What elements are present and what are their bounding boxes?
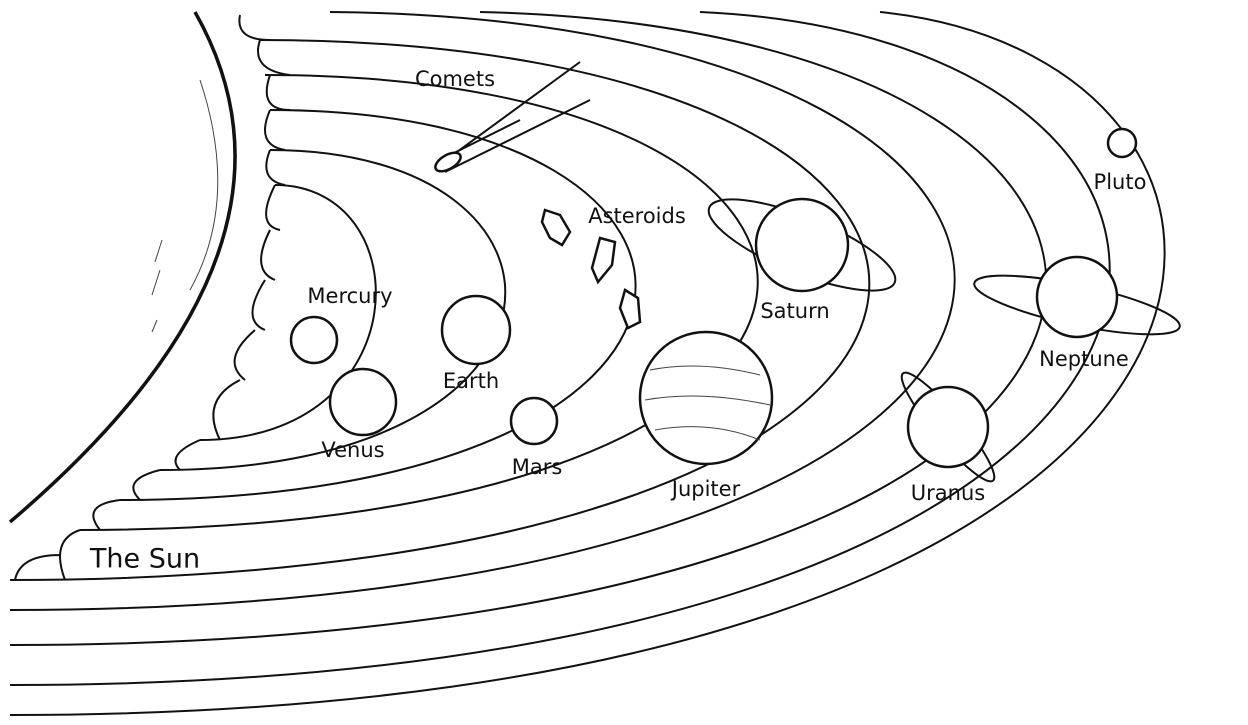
planet-label: Uranus: [911, 481, 985, 505]
planet-label: Venus: [321, 438, 384, 462]
mars: [511, 398, 557, 444]
pluto: [1108, 129, 1136, 157]
labels: The Sun Comets Asteroids Mercury Venus E…: [89, 67, 1147, 575]
earth: [442, 296, 510, 364]
uranus: [908, 387, 988, 467]
planet-label: Pluto: [1094, 170, 1147, 194]
saturn: [756, 199, 848, 291]
mercury: [291, 317, 337, 363]
planets: [291, 129, 1184, 490]
planet-label: Jupiter: [670, 477, 741, 501]
sun-label: The Sun: [89, 544, 200, 575]
solar-system-diagram: The Sun Comets Asteroids Mercury Venus E…: [0, 0, 1248, 725]
orbits: [10, 12, 1165, 715]
planet-label: Earth: [443, 369, 499, 393]
planet-label: Mars: [512, 455, 563, 479]
planet-label: Neptune: [1039, 347, 1129, 371]
neptune: [1037, 257, 1117, 337]
asteroids-label: Asteroids: [588, 204, 686, 228]
planet-label: Saturn: [760, 299, 829, 323]
comets-label: Comets: [415, 67, 495, 91]
planet-label: Mercury: [307, 284, 392, 308]
venus: [330, 369, 396, 435]
